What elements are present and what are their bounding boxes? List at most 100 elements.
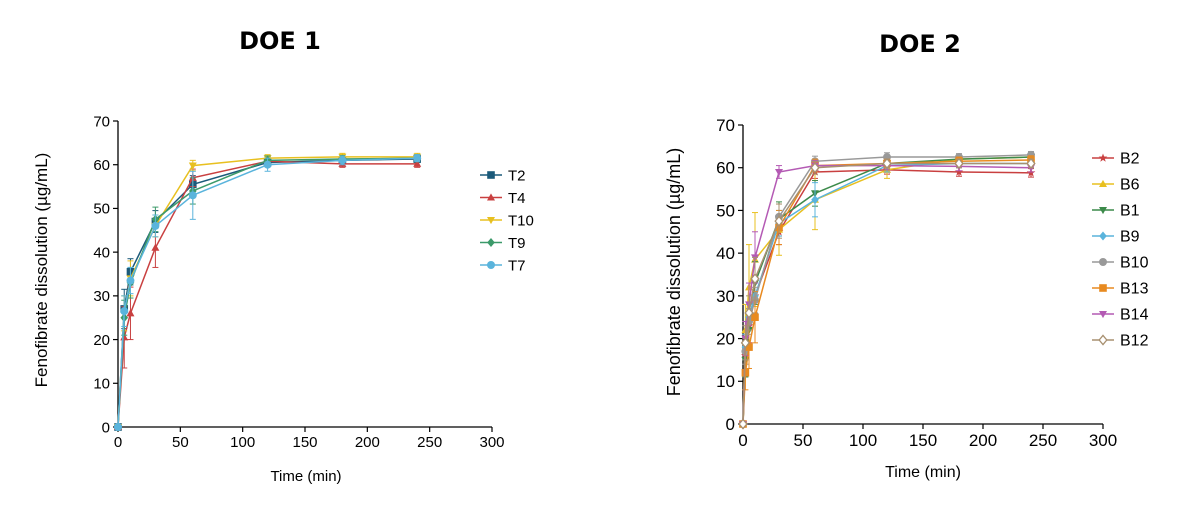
legend-marker (487, 261, 495, 269)
legend-marker (1099, 231, 1107, 241)
data-point (774, 215, 784, 227)
data-point (882, 157, 892, 170)
data-point (188, 191, 197, 200)
y-tick-label: 0 (102, 419, 110, 436)
series-b10 (739, 150, 1035, 428)
legend-marker (1099, 258, 1107, 266)
data-point (775, 168, 783, 177)
legend-label: B12 (1120, 333, 1149, 350)
y-tick-label: 70 (93, 113, 110, 130)
series-b2 (738, 165, 1036, 428)
chart-doe-2: DOE 2 Fenofibrate dissolution (µg/mL) Ti… (664, 30, 1149, 481)
x-tick-label: 250 (417, 434, 442, 451)
y-tick-label: 50 (93, 201, 110, 218)
series-t10 (114, 152, 422, 432)
series-t4 (114, 156, 422, 431)
data-point (738, 418, 748, 430)
series-line (742, 159, 1032, 425)
legend-item: B13 (1092, 281, 1149, 298)
legend-marker (1098, 334, 1108, 346)
data-point (750, 273, 760, 285)
legend-item: T4 (480, 190, 526, 207)
legend-marker (487, 193, 495, 201)
legend-item: T10 (480, 212, 534, 229)
y-tick-label: 20 (93, 332, 110, 349)
data-point (744, 307, 754, 319)
series-t7 (114, 154, 422, 431)
x-tick-label: 50 (172, 434, 189, 451)
legend-item: B6 (1092, 177, 1140, 194)
legend-item: B1 (1092, 203, 1140, 220)
series-line (742, 169, 1032, 425)
data-point (188, 162, 197, 170)
x-tick-label: 0 (114, 434, 122, 451)
series-line (742, 154, 1032, 425)
legend-marker (487, 171, 495, 179)
x-tick-label: 300 (479, 434, 504, 451)
data-point (954, 167, 964, 176)
y-tick-label: 30 (93, 288, 110, 305)
legend-item: B10 (1092, 255, 1149, 272)
data-point (263, 160, 272, 169)
data-point (126, 276, 135, 285)
data-point (740, 337, 751, 349)
series-b14 (739, 159, 1035, 429)
legend-label: T4 (508, 190, 526, 207)
y-axis-label: Fenofibrate dissolution (µg/mL) (32, 153, 51, 388)
x-tick-label: 50 (794, 431, 813, 450)
legend-marker (1099, 284, 1107, 292)
legend-item: B14 (1092, 307, 1149, 324)
series-b13 (739, 155, 1035, 428)
legend-item: B12 (1092, 333, 1149, 350)
x-tick-label: 250 (1029, 431, 1057, 450)
series-line (742, 162, 1031, 425)
legend: T2 T4 T10 T9 T7 (480, 167, 534, 274)
x-tick-label: 150 (909, 431, 937, 450)
legend-marker (487, 216, 495, 225)
data-point (114, 423, 122, 431)
chart-doe-1: DOE 1 Fenofibrate dissolution (µg/mL) Ti… (32, 27, 534, 485)
x-axis-label: Time (min) (270, 468, 341, 485)
data-point (954, 157, 964, 170)
data-point (338, 156, 347, 165)
data-point (413, 154, 422, 163)
data-point (751, 313, 759, 322)
y-tick-label: 60 (716, 159, 735, 178)
legend-label: B2 (1120, 151, 1140, 168)
series-line (117, 156, 418, 428)
y-tick-label: 60 (93, 157, 110, 174)
series-line (742, 164, 1032, 425)
series-line (117, 157, 418, 428)
x-tick-label: 200 (969, 431, 997, 450)
series-b9 (739, 158, 1035, 429)
legend-marker (1099, 310, 1107, 319)
series-b1 (739, 152, 1035, 429)
x-tick-label: 200 (355, 434, 380, 451)
legend-label: T10 (508, 212, 534, 229)
legend-label: B14 (1120, 307, 1149, 324)
data-point (151, 243, 160, 251)
legend-label: T2 (508, 167, 526, 184)
plot-area: 0 50 100 150 200 250 300 0 10 20 30 40 50 60 70 (716, 116, 1117, 450)
y-tick-label: 30 (716, 287, 735, 306)
data-point (811, 195, 819, 205)
legend-label: B1 (1120, 203, 1140, 220)
y-tick-label: 10 (716, 372, 735, 391)
data-point (151, 221, 160, 230)
x-tick-label: 100 (849, 431, 877, 450)
series-line (117, 158, 418, 428)
legend-label: B6 (1120, 177, 1140, 194)
x-tick-label: 0 (738, 431, 747, 450)
series-line (117, 160, 418, 428)
data-point (120, 307, 129, 316)
series-line (742, 156, 1032, 425)
x-tick-label: 100 (230, 434, 255, 451)
series-t9 (114, 153, 421, 432)
y-tick-label: 40 (716, 244, 735, 263)
y-tick-label: 50 (716, 201, 735, 220)
x-tick-label: 150 (292, 434, 317, 451)
series-line (742, 156, 1032, 425)
data-point (413, 159, 422, 167)
chart-title: DOE 1 (239, 27, 321, 55)
